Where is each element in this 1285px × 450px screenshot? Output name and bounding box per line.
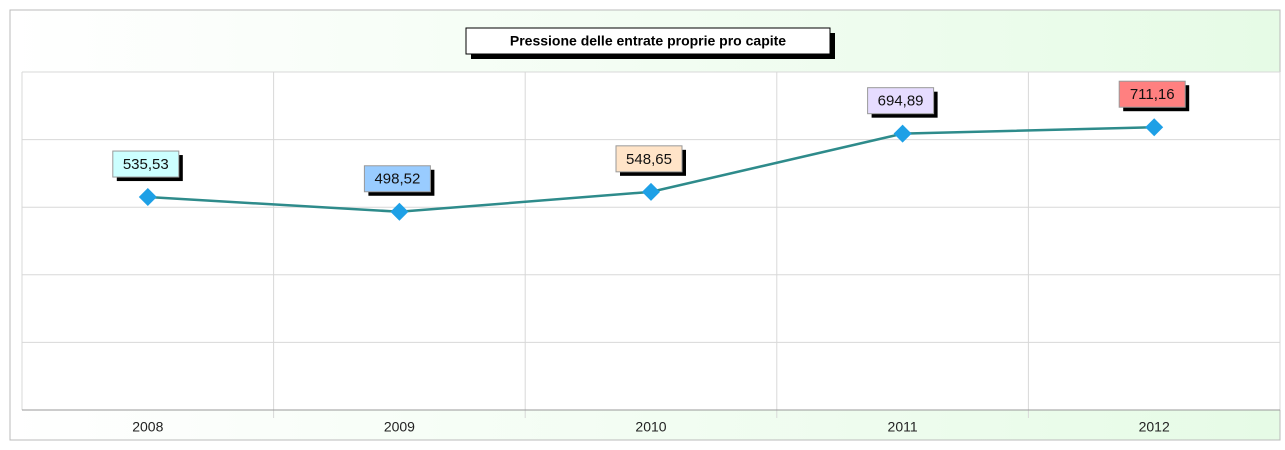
marker bbox=[642, 182, 660, 201]
x-tick-label: 2008 bbox=[132, 419, 163, 435]
x-tick-label: 2010 bbox=[635, 419, 666, 435]
value-label: 498,52 bbox=[374, 171, 420, 188]
value-label: 548,65 bbox=[626, 151, 672, 168]
marker bbox=[1145, 118, 1164, 137]
value-label: 694,89 bbox=[878, 93, 924, 110]
x-tick-label: 2009 bbox=[384, 419, 415, 435]
chart-title: Pressione delle entrate proprie pro capi… bbox=[510, 33, 786, 49]
marker bbox=[893, 124, 912, 143]
value-label: 711,16 bbox=[1130, 86, 1175, 103]
value-label-box bbox=[867, 87, 935, 115]
marker bbox=[138, 188, 157, 207]
x-tick-label: 2012 bbox=[1139, 419, 1170, 435]
value-label-box bbox=[112, 150, 180, 178]
value-label: 535,53 bbox=[123, 156, 169, 173]
value-label-box bbox=[615, 145, 683, 173]
value-label-box bbox=[363, 165, 431, 193]
plot-area bbox=[22, 72, 1280, 410]
x-tick-label: 2011 bbox=[888, 419, 918, 435]
marker bbox=[390, 202, 409, 221]
title-box bbox=[465, 27, 831, 55]
value-label-box bbox=[1118, 80, 1186, 108]
